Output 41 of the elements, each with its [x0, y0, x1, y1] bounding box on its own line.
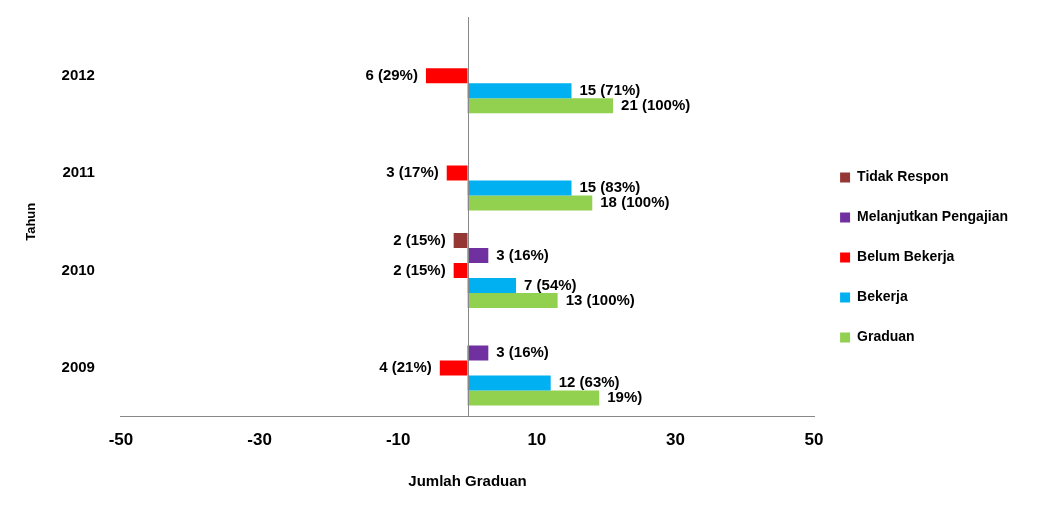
x-tick-label: 10 [527, 430, 547, 450]
data-label: 12 (63%) [558, 373, 620, 391]
y-tick-label: 2009 [61, 358, 95, 376]
bar [425, 68, 468, 84]
data-label: 3 (17%) [386, 163, 439, 181]
bar [467, 293, 558, 308]
x-axis-title: Jumlah Graduan [408, 472, 527, 490]
data-label: 4 (21%) [379, 358, 432, 376]
bar [453, 263, 468, 278]
legend-label: Melanjutkan Pengajian [857, 208, 1009, 225]
data-label: 3 (16%) [496, 343, 549, 361]
x-tick-label: 30 [665, 430, 685, 450]
data-label: 2 (15%) [393, 230, 446, 248]
bar [467, 375, 551, 391]
x-tick-label: -10 [385, 430, 411, 450]
bar [453, 233, 468, 248]
bar [467, 195, 593, 211]
legend-label: Graduan [857, 328, 915, 345]
bar [439, 360, 468, 376]
bar [467, 98, 614, 114]
legend-label: Belum Bekerja [857, 248, 955, 265]
data-label: 3 (16%) [496, 245, 549, 263]
bar [467, 278, 517, 293]
x-tick-label: -30 [247, 430, 272, 450]
x-tick-label: 50 [804, 430, 824, 450]
legend-label: Tidak Respon [857, 168, 949, 185]
x-tick-label: -50 [108, 430, 134, 450]
y-axis-title: Tahun [23, 202, 39, 241]
y-tick-label: 2011 [62, 163, 95, 181]
data-label: 6 (29%) [365, 65, 418, 83]
bar [467, 390, 600, 406]
y-tick-label: 2012 [61, 65, 95, 83]
data-label: 15 (83%) [579, 178, 641, 196]
bar [467, 180, 572, 196]
y-tick-label: 2010 [61, 260, 95, 278]
data-label: 2 (15%) [393, 260, 446, 278]
bar [467, 248, 489, 263]
bar [467, 83, 572, 99]
bar [467, 345, 489, 361]
legend-label: Bekerja [857, 288, 908, 305]
bar [446, 165, 468, 181]
